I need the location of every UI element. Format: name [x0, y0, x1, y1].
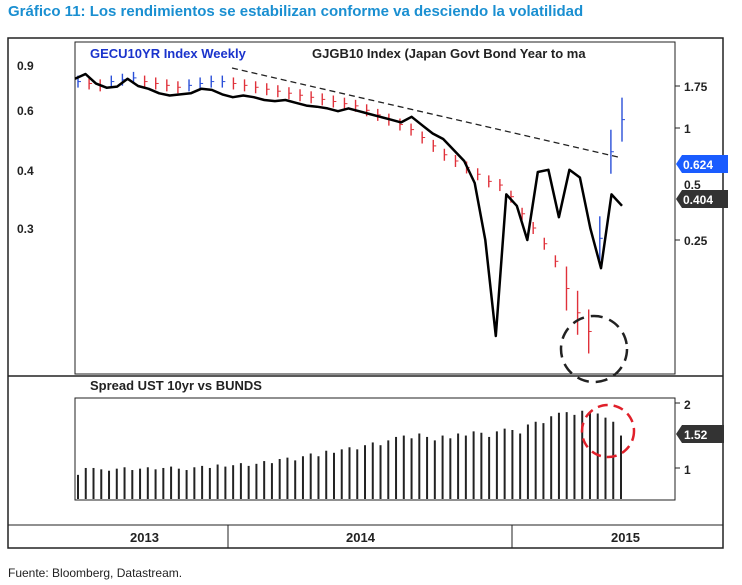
right-tick-2: 0.5	[684, 178, 701, 192]
lower-tick-1: 1	[684, 463, 691, 477]
source-note: Fuente: Bloomberg, Datastream.	[8, 566, 183, 580]
spread-series	[77, 410, 622, 499]
badge-gjgb-value: 0.404	[683, 193, 713, 207]
badge-gjgb: 0.404	[676, 190, 728, 208]
lower-panel-frame	[74, 397, 676, 501]
badge-spread-value: 1.52	[684, 428, 708, 442]
annotation-circle-red	[580, 403, 636, 459]
legend-gecu: GECU10YR Index Weekly	[90, 46, 247, 61]
left-tick-0: 0.9	[17, 59, 34, 73]
right-tick-0: 1.75	[684, 80, 708, 94]
x-label-2014: 2014	[346, 530, 376, 545]
chart-figure: GECU10YR Index Weekly GJGB10 Index (Japa…	[7, 37, 728, 549]
left-tick-1: 0.6	[17, 104, 34, 118]
badge-gecu-value: 0.624	[683, 158, 713, 172]
trendline-dashed	[231, 67, 619, 158]
upper-panel-frame	[74, 41, 676, 375]
lower-tick-0: 2	[684, 398, 691, 412]
left-tick-2: 0.4	[17, 164, 34, 178]
legend-gjgb: GJGB10 Index (Japan Govt Bond Year to ma	[312, 46, 586, 61]
spread-title: Spread UST 10yr vs BUNDS	[90, 378, 262, 393]
gjgb-line	[74, 72, 623, 338]
annotation-circle-black	[559, 314, 629, 384]
x-label-2015: 2015	[611, 530, 640, 545]
chart-title: Gráfico 11: Los rendimientos se estabili…	[8, 3, 584, 20]
x-label-2013: 2013	[130, 530, 159, 545]
badge-spread: 1.52	[676, 425, 724, 443]
right-tick-3: 0.25	[684, 234, 708, 248]
left-tick-3: 0.3	[17, 222, 34, 236]
right-tick-1: 1	[684, 122, 691, 136]
badge-gecu: 0.624	[676, 155, 728, 173]
